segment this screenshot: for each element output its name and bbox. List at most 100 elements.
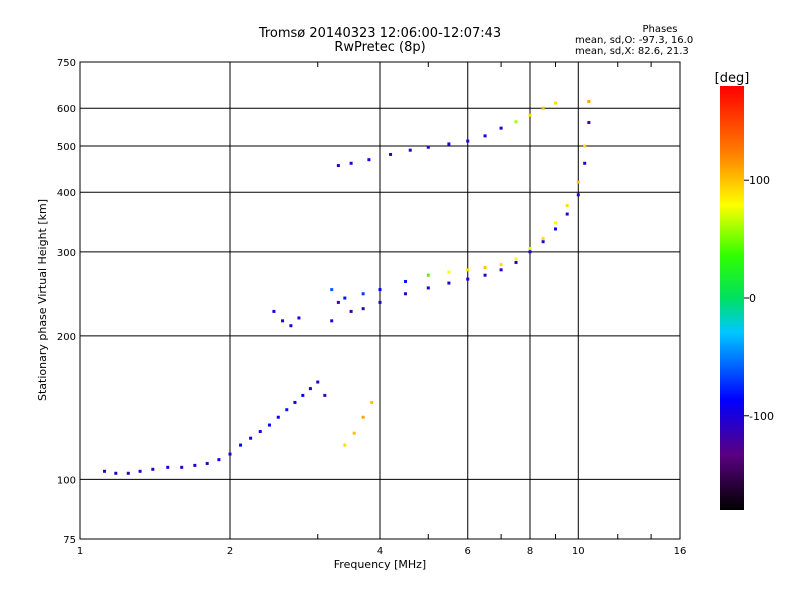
data-point	[583, 161, 587, 165]
x-tick-label: 1	[77, 546, 83, 557]
data-point	[576, 180, 580, 184]
data-point	[499, 126, 503, 130]
phase-stats-o: mean, sd,O: -97.3, 16.0	[575, 35, 694, 46]
data-point	[361, 415, 365, 419]
data-points	[103, 99, 591, 475]
data-point	[361, 307, 365, 311]
data-point	[361, 292, 365, 296]
data-point	[228, 452, 232, 456]
data-point	[528, 246, 532, 250]
data-point	[343, 296, 347, 300]
x-tick-label: 8	[527, 546, 533, 557]
data-point	[285, 408, 289, 412]
data-point	[138, 469, 142, 473]
colorbar-tick-label: 0	[749, 292, 756, 305]
data-point	[447, 281, 451, 285]
y-axis-ticks: 75 100 200 300 400 500 600 750	[57, 58, 76, 546]
data-point	[343, 443, 347, 447]
data-point	[323, 393, 327, 397]
data-point	[293, 400, 297, 404]
data-point	[330, 288, 334, 292]
phase-stats: Phases mean, sd,O: -97.3, 16.0 mean, sd,…	[575, 24, 745, 57]
data-point	[349, 161, 353, 165]
data-point	[297, 316, 301, 320]
colorbar	[720, 86, 744, 510]
data-point	[565, 204, 569, 208]
data-point	[180, 465, 184, 469]
data-point	[166, 465, 170, 469]
colorbar-ticks: -100 0 100	[744, 174, 774, 423]
colorbar-tick-label: 100	[749, 174, 770, 187]
data-point	[367, 158, 371, 162]
data-point	[553, 101, 557, 105]
data-point	[483, 273, 487, 277]
x-tick-label: 10	[572, 546, 585, 557]
data-point	[217, 458, 221, 462]
data-point	[205, 461, 209, 465]
data-point	[408, 148, 412, 152]
data-point	[576, 193, 580, 197]
data-point	[258, 430, 262, 434]
data-point	[378, 288, 382, 292]
data-point	[330, 319, 334, 323]
data-point	[249, 436, 253, 440]
y-tick-label: 75	[63, 535, 76, 546]
data-point	[126, 471, 130, 475]
data-point	[466, 277, 470, 281]
plot-frame	[79, 61, 681, 540]
data-point	[447, 142, 451, 146]
data-point	[301, 393, 305, 397]
data-point	[193, 463, 197, 467]
data-point	[514, 257, 518, 261]
x-tick-label: 16	[674, 546, 687, 557]
y-tick-label: 500	[57, 142, 76, 153]
y-tick-label: 400	[57, 188, 76, 199]
colorbar-label: [deg]	[715, 71, 750, 86]
data-point	[426, 145, 430, 149]
data-point	[541, 240, 545, 244]
data-point	[447, 270, 451, 274]
data-point	[336, 300, 340, 304]
y-tick-label: 200	[57, 332, 76, 343]
data-point	[349, 309, 353, 313]
data-point	[466, 139, 470, 143]
data-point	[426, 286, 430, 290]
data-point	[289, 324, 293, 328]
data-point	[272, 309, 276, 313]
data-point	[553, 221, 557, 225]
data-point	[583, 144, 587, 148]
data-point	[316, 380, 320, 384]
data-point	[281, 319, 285, 323]
data-point	[483, 266, 487, 270]
data-point	[276, 415, 280, 419]
data-point	[466, 268, 470, 272]
data-point	[151, 467, 155, 471]
x-tick-label: 2	[227, 546, 233, 557]
x-axis-ticks: 1 2 4 6 8 10 16	[77, 62, 687, 557]
data-point	[336, 164, 340, 168]
data-point	[403, 292, 407, 296]
data-point	[565, 212, 569, 216]
x-axis-label: Frequency [MHz]	[334, 558, 426, 571]
phase-stats-x: mean, sd,X: 82.6, 21.3	[575, 46, 689, 57]
data-point	[514, 260, 518, 264]
data-point	[499, 268, 503, 272]
data-point	[370, 400, 374, 404]
data-point	[389, 152, 393, 156]
data-point	[528, 250, 532, 254]
data-point	[499, 263, 503, 267]
data-point	[352, 431, 356, 435]
y-tick-label: 100	[57, 475, 76, 486]
data-point	[541, 106, 545, 110]
chart-title: Tromsø 20140323 12:06:00-12:07:43	[258, 26, 502, 41]
colorbar-tick-label: -100	[749, 410, 774, 423]
data-point	[587, 121, 591, 125]
y-tick-label: 750	[57, 58, 76, 69]
data-point	[541, 236, 545, 240]
grid-lines	[80, 62, 680, 539]
data-point	[426, 273, 430, 277]
data-point	[239, 443, 243, 447]
data-point	[483, 134, 487, 138]
x-tick-label: 4	[377, 546, 383, 557]
